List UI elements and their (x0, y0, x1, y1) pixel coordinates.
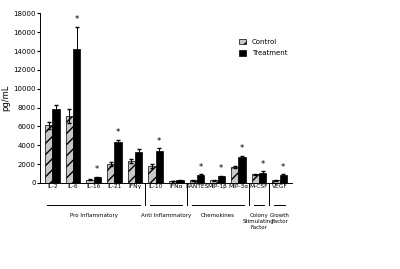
Legend: Control, Treatment: Control, Treatment (238, 37, 288, 58)
Bar (190, 180, 197, 183)
Bar (169, 181, 176, 183)
Bar (94, 177, 101, 183)
Bar (280, 175, 287, 183)
Bar (66, 116, 73, 183)
Bar (135, 152, 142, 183)
Bar (128, 161, 135, 183)
Text: *: * (95, 165, 100, 174)
Bar (148, 166, 156, 183)
Bar (238, 158, 246, 183)
Bar (176, 180, 184, 183)
Text: Colony
Stimulating
Factor: Colony Stimulating Factor (243, 213, 275, 230)
Text: *: * (116, 128, 120, 137)
Bar (252, 174, 259, 183)
Text: *: * (240, 144, 244, 153)
Text: Growth
Factor: Growth Factor (270, 213, 290, 224)
Text: Pro Inflammatory: Pro Inflammatory (70, 213, 118, 218)
Text: *: * (281, 163, 285, 172)
Bar (197, 175, 204, 183)
Bar (259, 173, 266, 183)
Text: *: * (219, 164, 223, 173)
Bar (156, 151, 163, 183)
Bar (52, 109, 60, 183)
Bar (272, 180, 280, 183)
Text: *: * (74, 15, 79, 24)
Text: Chemokines: Chemokines (201, 213, 235, 218)
Text: *: * (157, 137, 162, 146)
Bar (114, 143, 122, 183)
Text: *: * (198, 163, 203, 172)
Bar (107, 164, 114, 183)
Bar (210, 180, 218, 183)
Bar (73, 49, 80, 183)
Bar (218, 176, 225, 183)
Text: Anti Inflammatory: Anti Inflammatory (141, 213, 191, 218)
Bar (231, 167, 238, 183)
Bar (86, 180, 94, 183)
Y-axis label: pg/mL: pg/mL (2, 85, 10, 111)
Bar (45, 125, 52, 183)
Text: *: * (260, 160, 265, 169)
